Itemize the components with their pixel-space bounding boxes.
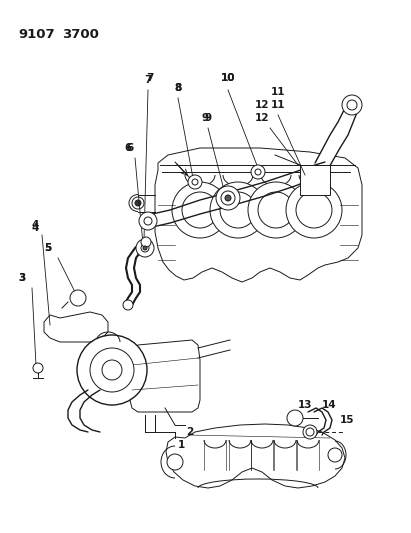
Circle shape bbox=[182, 192, 218, 228]
Circle shape bbox=[221, 191, 235, 205]
Text: 9: 9 bbox=[201, 113, 208, 123]
Text: 8: 8 bbox=[174, 83, 182, 93]
Text: 9: 9 bbox=[204, 113, 212, 123]
Text: 3: 3 bbox=[18, 273, 25, 283]
Circle shape bbox=[286, 182, 342, 238]
Text: 4: 4 bbox=[31, 223, 39, 233]
Circle shape bbox=[258, 192, 294, 228]
Circle shape bbox=[77, 335, 147, 405]
Circle shape bbox=[192, 179, 198, 185]
Text: 6: 6 bbox=[126, 143, 134, 153]
Circle shape bbox=[303, 425, 317, 439]
Circle shape bbox=[144, 217, 152, 225]
Circle shape bbox=[136, 239, 154, 257]
Text: 3700: 3700 bbox=[62, 28, 99, 41]
Circle shape bbox=[255, 169, 261, 175]
Circle shape bbox=[90, 348, 134, 392]
Text: 11: 11 bbox=[271, 87, 285, 97]
Circle shape bbox=[225, 195, 231, 201]
Text: 2: 2 bbox=[186, 427, 193, 437]
Circle shape bbox=[220, 192, 256, 228]
Circle shape bbox=[102, 360, 122, 380]
Circle shape bbox=[167, 454, 183, 470]
Circle shape bbox=[132, 197, 144, 209]
Polygon shape bbox=[315, 98, 358, 175]
Circle shape bbox=[123, 300, 133, 310]
Circle shape bbox=[73, 293, 83, 303]
Circle shape bbox=[70, 290, 86, 306]
Circle shape bbox=[251, 165, 265, 179]
Circle shape bbox=[290, 413, 300, 423]
Polygon shape bbox=[130, 340, 200, 412]
Circle shape bbox=[347, 100, 357, 110]
Text: 10: 10 bbox=[221, 73, 235, 83]
Circle shape bbox=[33, 363, 43, 373]
Polygon shape bbox=[155, 148, 362, 282]
Text: 13: 13 bbox=[298, 400, 312, 410]
Polygon shape bbox=[300, 165, 330, 195]
Polygon shape bbox=[44, 312, 108, 342]
Text: 6: 6 bbox=[125, 143, 132, 153]
Text: 3: 3 bbox=[18, 273, 25, 283]
Circle shape bbox=[296, 192, 332, 228]
Text: 10: 10 bbox=[221, 73, 235, 83]
Text: 15: 15 bbox=[340, 415, 355, 425]
Text: 14: 14 bbox=[322, 400, 337, 410]
Circle shape bbox=[342, 95, 362, 115]
Circle shape bbox=[139, 212, 157, 230]
Text: 1: 1 bbox=[178, 440, 185, 450]
Circle shape bbox=[143, 246, 147, 250]
Text: 12: 12 bbox=[255, 100, 269, 110]
Circle shape bbox=[306, 428, 314, 436]
Circle shape bbox=[248, 182, 304, 238]
Text: 5: 5 bbox=[44, 243, 52, 253]
Circle shape bbox=[216, 186, 240, 210]
Text: 4: 4 bbox=[31, 220, 39, 230]
Circle shape bbox=[287, 410, 303, 426]
Circle shape bbox=[141, 244, 149, 252]
Polygon shape bbox=[148, 162, 325, 228]
Circle shape bbox=[210, 182, 266, 238]
Text: 12: 12 bbox=[255, 113, 269, 123]
Text: 7: 7 bbox=[144, 75, 152, 85]
Text: 11: 11 bbox=[271, 100, 285, 110]
Circle shape bbox=[172, 182, 228, 238]
Circle shape bbox=[188, 175, 202, 189]
Text: 8: 8 bbox=[174, 83, 182, 93]
Text: 7: 7 bbox=[146, 73, 154, 83]
Text: 9107: 9107 bbox=[18, 28, 55, 41]
Text: 5: 5 bbox=[44, 243, 52, 253]
Circle shape bbox=[328, 448, 342, 462]
Polygon shape bbox=[166, 424, 345, 488]
Circle shape bbox=[141, 237, 151, 247]
Circle shape bbox=[135, 200, 141, 206]
